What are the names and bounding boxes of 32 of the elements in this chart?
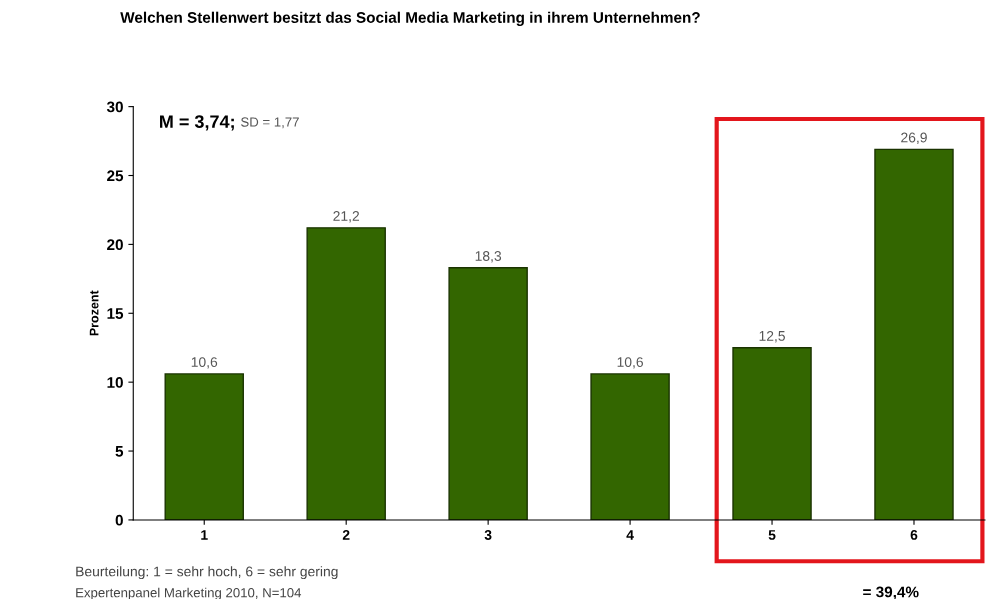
x-tick-label: 1	[201, 530, 208, 540]
y-tick-label: 10	[107, 377, 123, 388]
annotation: SD = 1,77	[241, 117, 299, 129]
y-axis-title: Prozent	[89, 290, 99, 336]
bar	[732, 347, 812, 520]
x-tick-label: 4	[626, 530, 634, 540]
y-tick-label: 5	[115, 446, 124, 457]
data-label: 12,5	[759, 330, 785, 343]
bar	[874, 148, 954, 520]
bar	[448, 267, 528, 520]
y-tick-label: 25	[107, 170, 124, 182]
y-tick-label: 15	[107, 308, 124, 319]
bar	[164, 373, 244, 520]
y-tick-label: 0	[115, 514, 123, 526]
text: = 39,4%	[863, 586, 919, 599]
y-tick-label: 20	[107, 239, 123, 251]
text: Beurteilung: 1 = sehr hoch, 6 = sehr gering	[76, 566, 338, 580]
bar	[590, 373, 670, 520]
chart-title: Welchen Stellenwert besitzt das Social Media Marketing in ihrem Unternehmen?	[120, 11, 700, 26]
data-label: 10,6	[617, 357, 643, 369]
x-tick-label: 6	[910, 530, 918, 540]
x-tick-label: 5	[768, 530, 776, 540]
data-label: 21,2	[333, 211, 360, 223]
data-label: 26,9	[901, 132, 927, 145]
annotation: M = 3,74;	[160, 115, 234, 131]
bar	[306, 227, 386, 520]
y-tick-label: 30	[106, 101, 123, 113]
data-label: 18,3	[475, 251, 502, 263]
data-label: 10,6	[191, 357, 218, 369]
x-tick-label: 3	[484, 530, 492, 540]
text: Expertenpanel Marketing 2010, N=104	[76, 587, 302, 599]
x-tick-label: 2	[342, 530, 350, 540]
